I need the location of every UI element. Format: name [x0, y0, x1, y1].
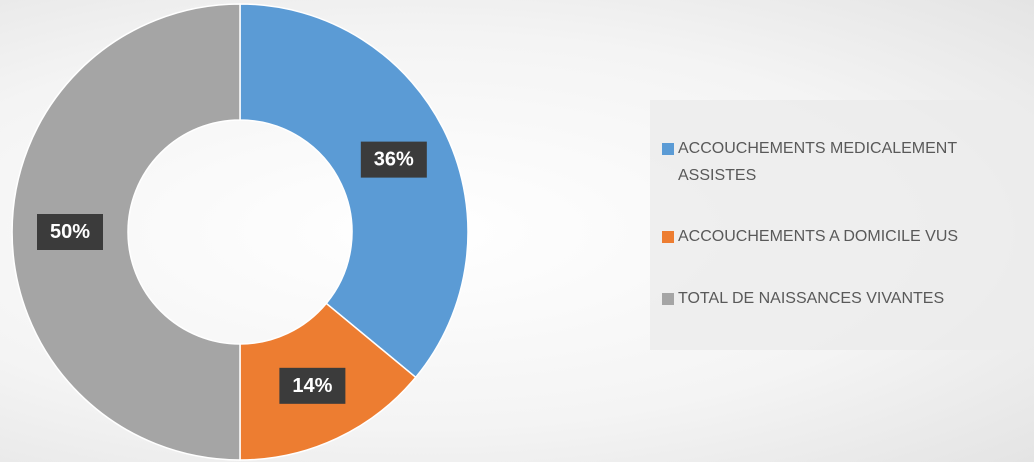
- data-label: 14%: [292, 375, 332, 397]
- slice: [239, 3, 469, 379]
- legend-swatch: [662, 293, 674, 305]
- label-box: [279, 367, 346, 404]
- legend-swatch: [662, 143, 674, 155]
- data-label: 50%: [50, 221, 90, 243]
- legend-item: TOTAL DE NAISSANCES VIVANTES: [662, 285, 1034, 312]
- legend-label: ACCOUCHEMENTS MEDICALEMENT ASSISTES: [678, 140, 957, 184]
- data-label: 36%: [374, 149, 414, 171]
- label-box: [360, 141, 427, 178]
- legend-label: TOTAL DE NAISSANCES VIVANTES: [678, 290, 945, 307]
- legend: ACCOUCHEMENTS MEDICALEMENT ASSISTES ACCOU…: [650, 100, 1034, 350]
- legend-item: ACCOUCHEMENTS A DOMICILE VUS: [662, 223, 1034, 250]
- legend-swatch: [662, 231, 674, 243]
- slice: [11, 3, 241, 461]
- label-box: [37, 214, 103, 250]
- legend-item: ACCOUCHEMENTS MEDICALEMENT ASSISTES: [662, 135, 1034, 189]
- legend-label: ACCOUCHEMENTS A DOMICILE VUS: [678, 228, 959, 245]
